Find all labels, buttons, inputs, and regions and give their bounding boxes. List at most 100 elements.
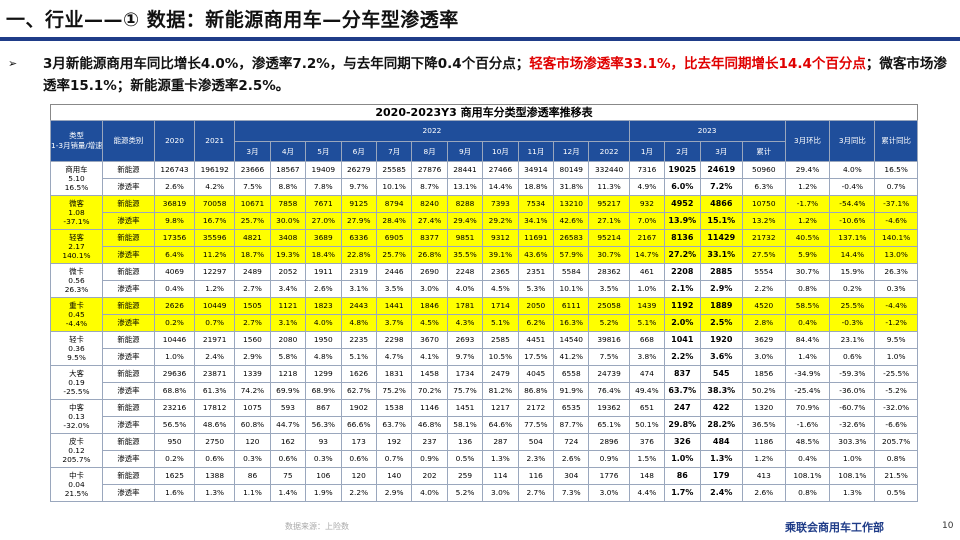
- value-cell: 43.6%: [517, 246, 555, 264]
- value-cell: 2443: [340, 297, 377, 315]
- value-cell: 27.0%: [305, 212, 342, 230]
- category-cell: 中客 0.13 -32.0%: [50, 399, 103, 434]
- value-cell: 1441: [375, 297, 413, 315]
- value-cell: 86: [234, 467, 271, 485]
- value-cell: 16.3%: [553, 314, 590, 332]
- value-cell: 26.8%: [411, 246, 448, 264]
- value-cell: 63.7%: [375, 416, 413, 434]
- value-cell: -1.2%: [874, 314, 918, 332]
- value-cell: 6535: [553, 399, 590, 417]
- value-cell: 11.2%: [194, 246, 236, 264]
- value-cell: 69.9%: [269, 382, 307, 400]
- value-cell: 4069: [153, 263, 196, 281]
- value-cell: 12297: [194, 263, 236, 281]
- value-cell: 2080: [269, 331, 307, 349]
- value-cell: 1734: [446, 365, 484, 383]
- value-cell: 3670: [411, 331, 448, 349]
- value-cell: 81.2%: [482, 382, 519, 400]
- value-cell: 3.1%: [340, 280, 377, 298]
- category-cell: 轻客 2.17 140.1%: [50, 229, 103, 264]
- value-cell: 2208: [664, 263, 701, 281]
- energy-type-cell: 新能源: [101, 433, 155, 451]
- energy-type-cell: 渗透率: [101, 348, 155, 366]
- value-cell: 2298: [375, 331, 413, 349]
- value-cell: 65.1%: [588, 416, 630, 434]
- value-cell: 2.8%: [742, 314, 786, 332]
- value-cell: 75.7%: [446, 382, 484, 400]
- value-cell: 867: [305, 399, 342, 417]
- energy-type-cell: 新能源: [101, 229, 155, 247]
- value-cell: 4.5%: [411, 314, 448, 332]
- value-cell: 7.5%: [234, 178, 271, 196]
- value-cell: 8136: [664, 229, 701, 247]
- header-yoy-month: 3月同比: [829, 120, 876, 162]
- value-cell: 0.6%: [340, 450, 377, 468]
- value-cell: 2235: [340, 331, 377, 349]
- value-cell: 2.2%: [340, 484, 377, 502]
- value-cell: 8377: [411, 229, 448, 247]
- value-cell: 1.2%: [742, 450, 786, 468]
- value-cell: 1339: [234, 365, 271, 383]
- value-cell: 0.5%: [446, 450, 484, 468]
- value-cell: 13.2%: [742, 212, 786, 230]
- table-row: 皮卡 0.12 205.7% 新能源 950 2750 120 162 93 173 192 237 1…: [50, 433, 918, 468]
- value-cell: 44.7%: [269, 416, 307, 434]
- value-cell: 61.3%: [194, 382, 236, 400]
- value-cell: 27.5%: [742, 246, 786, 264]
- value-cell: 8288: [446, 195, 484, 213]
- value-cell: 63.7%: [664, 382, 701, 400]
- value-cell: 95214: [588, 229, 630, 247]
- value-cell: 7858: [269, 195, 307, 213]
- value-cell: 75.2%: [375, 382, 413, 400]
- energy-type-cell: 渗透率: [101, 382, 155, 400]
- value-cell: 5.1%: [628, 314, 666, 332]
- value-cell: 48.6%: [194, 416, 236, 434]
- value-cell: 6.3%: [742, 178, 786, 196]
- value-cell: 1.4%: [784, 348, 831, 366]
- header-year-2020: 2020: [153, 120, 196, 162]
- value-cell: -37.1%: [874, 195, 918, 213]
- value-cell: 23666: [234, 161, 271, 179]
- header-month-2022: 10月: [482, 141, 519, 162]
- value-cell: 0.3%: [234, 450, 271, 468]
- value-cell: 1186: [742, 433, 786, 451]
- value-cell: 2693: [446, 331, 484, 349]
- value-cell: 0.9%: [411, 450, 448, 468]
- value-cell: 3.0%: [742, 348, 786, 366]
- value-cell: 3.7%: [375, 314, 413, 332]
- value-cell: 27.2%: [664, 246, 701, 264]
- value-cell: 1217: [482, 399, 519, 417]
- value-cell: 8794: [375, 195, 413, 213]
- value-cell: 2.1%: [664, 280, 701, 298]
- value-cell: 1121: [269, 297, 307, 315]
- value-cell: 60.8%: [234, 416, 271, 434]
- value-cell: 25.7%: [375, 246, 413, 264]
- value-cell: 6.0%: [664, 178, 701, 196]
- value-cell: 196192: [194, 161, 236, 179]
- value-cell: 1714: [482, 297, 519, 315]
- value-cell: 2.4%: [699, 484, 744, 502]
- value-cell: 1146: [411, 399, 448, 417]
- value-cell: 116: [517, 467, 555, 485]
- value-cell: 2172: [517, 399, 555, 417]
- value-cell: 0.2%: [153, 450, 196, 468]
- value-cell: 413: [742, 467, 786, 485]
- value-cell: 4866: [699, 195, 744, 213]
- value-cell: 126743: [153, 161, 196, 179]
- value-cell: 1.7%: [664, 484, 701, 502]
- energy-type-cell: 新能源: [101, 467, 155, 485]
- value-cell: 13210: [553, 195, 590, 213]
- value-cell: 1781: [446, 297, 484, 315]
- value-cell: 3.5%: [375, 280, 413, 298]
- value-cell: 173: [340, 433, 377, 451]
- value-cell: 1.3%: [482, 450, 519, 468]
- value-cell: 0.6%: [829, 348, 876, 366]
- value-cell: 9.7%: [446, 348, 484, 366]
- value-cell: 15.1%: [699, 212, 744, 230]
- header-energy-type: 能源类别: [101, 120, 155, 162]
- value-cell: 108.1%: [829, 467, 876, 485]
- energy-type-cell: 新能源: [101, 399, 155, 417]
- value-cell: 22.8%: [340, 246, 377, 264]
- table-title: 2020-2023Y3 商用车分类型渗透率推移表: [50, 104, 918, 120]
- value-cell: 9125: [340, 195, 377, 213]
